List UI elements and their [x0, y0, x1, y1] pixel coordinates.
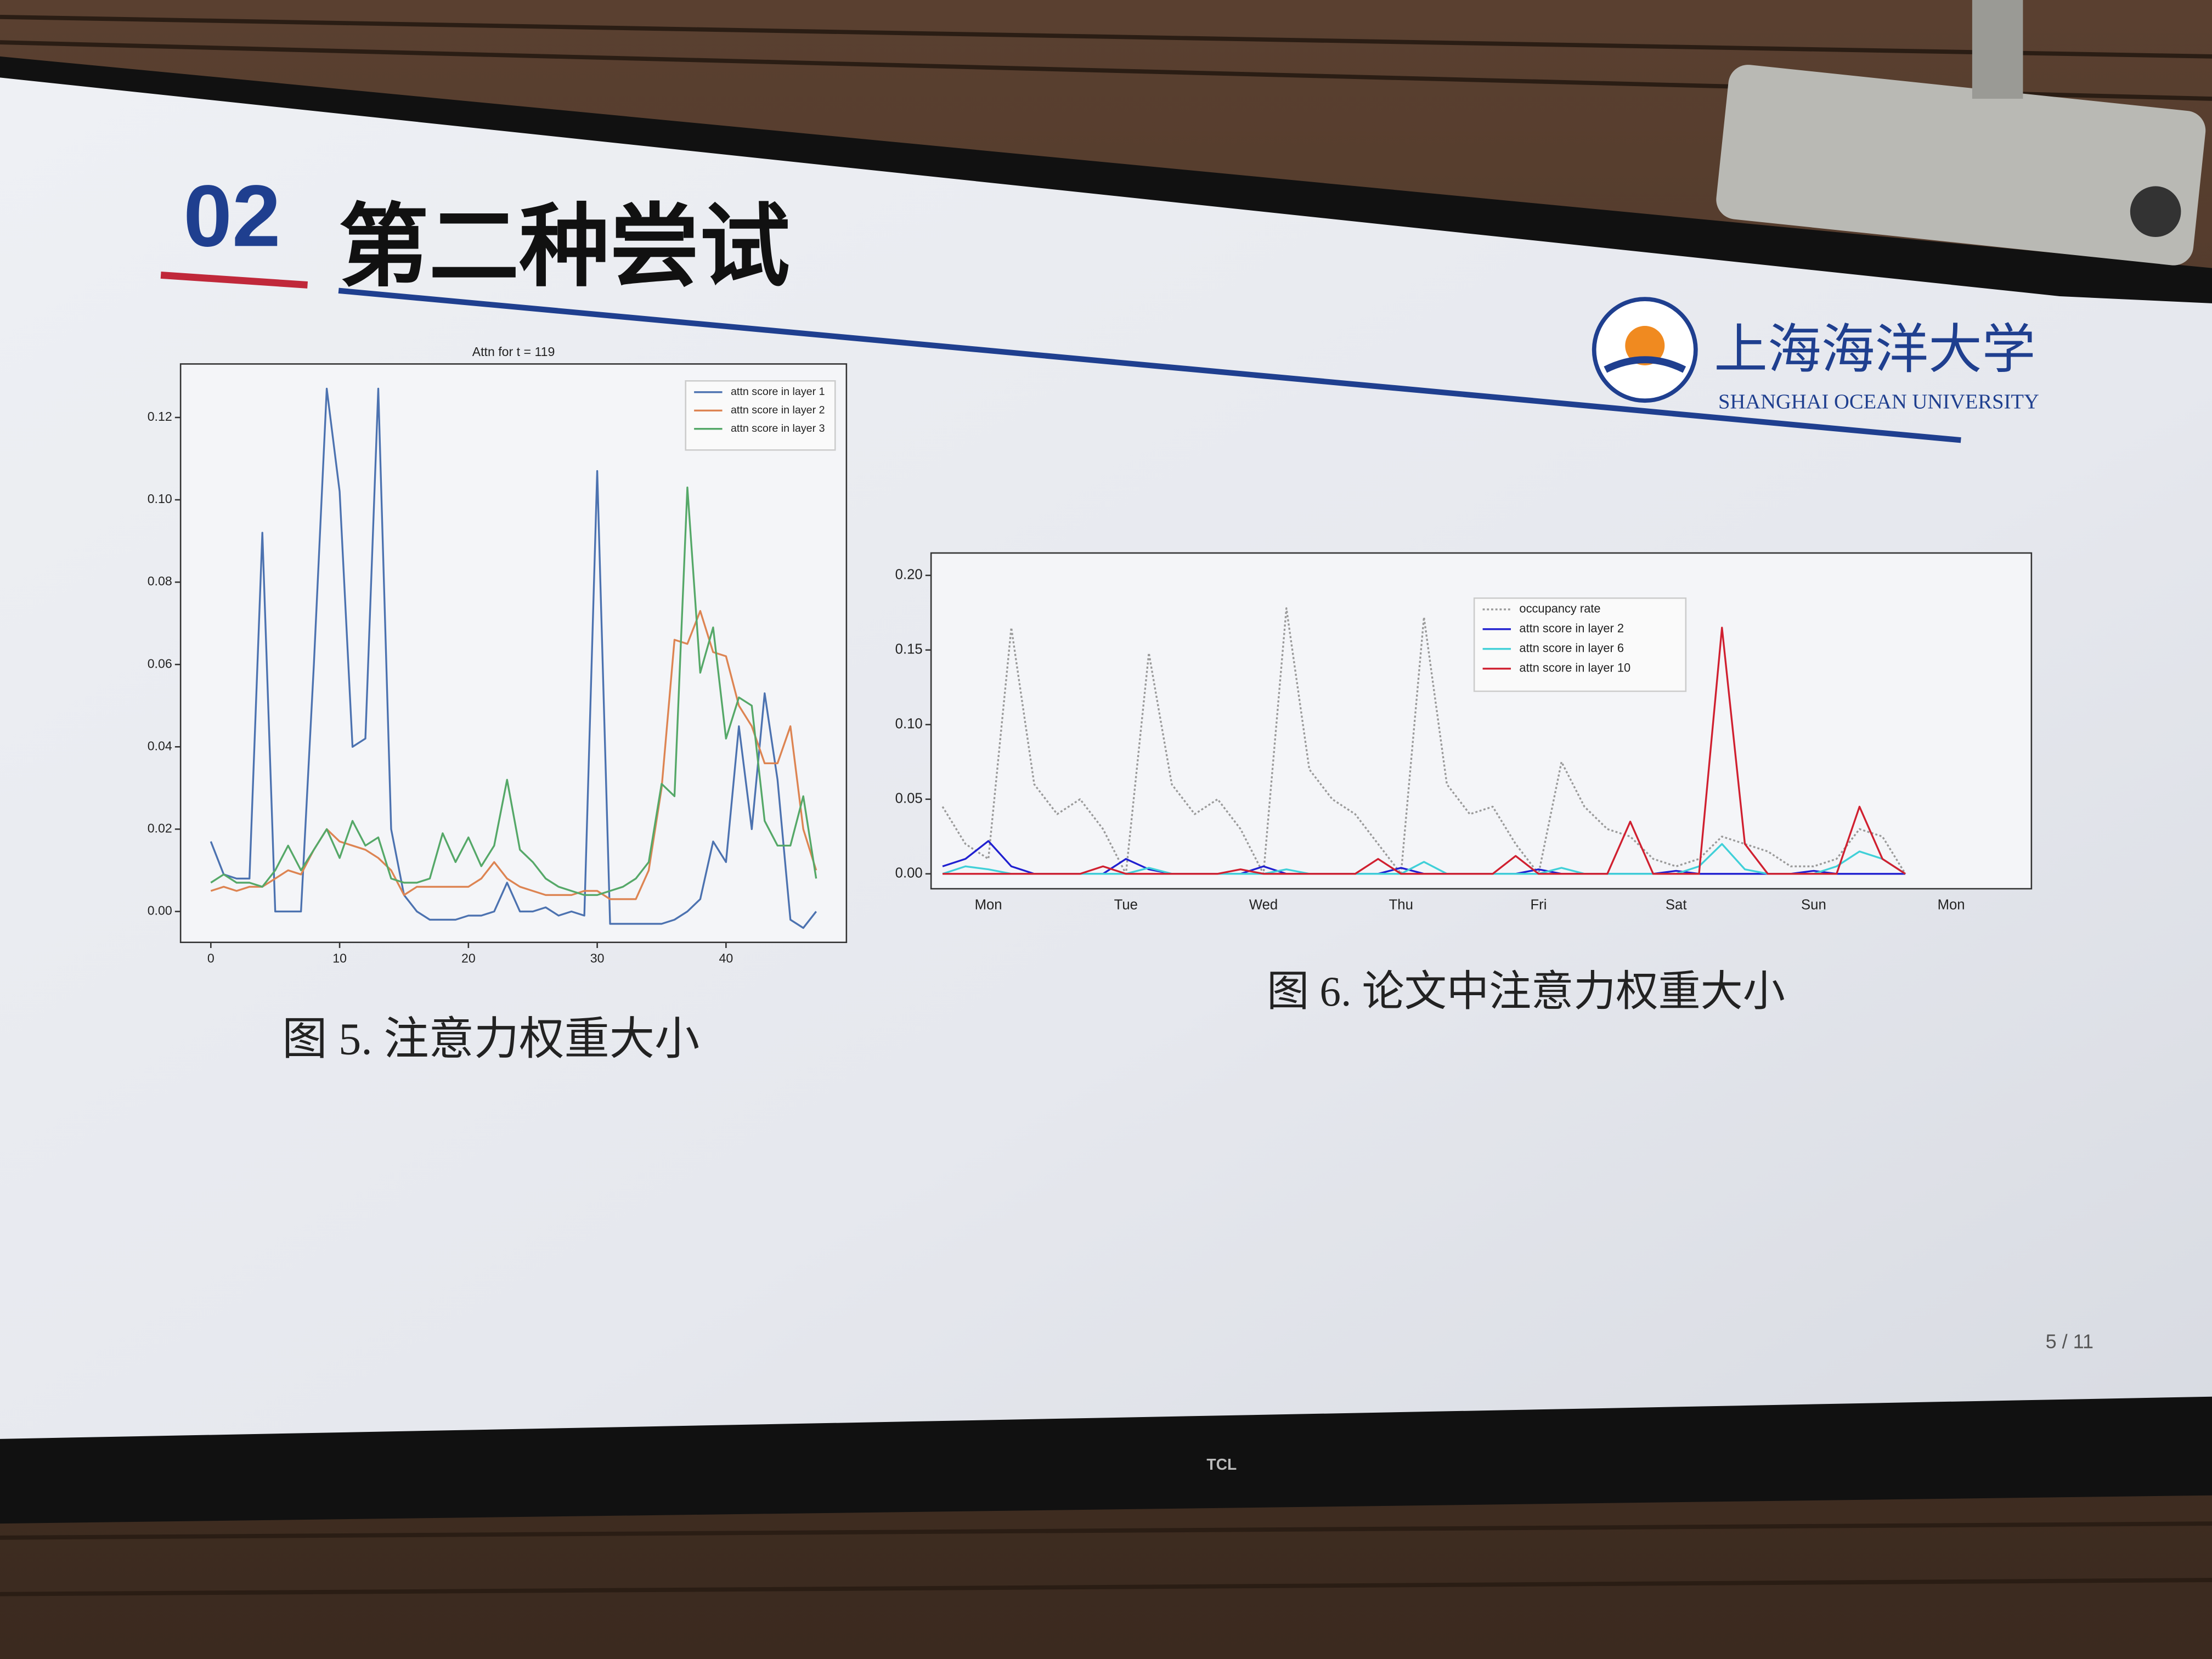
x-tick-label: Wed — [1249, 898, 1278, 913]
y-tick-label: 0.05 — [895, 791, 923, 806]
accent-red — [160, 272, 308, 289]
chart-title: Attn for t = 119 — [472, 345, 555, 359]
x-tick-label: 10 — [332, 951, 347, 966]
camera-mount — [1972, 0, 2023, 99]
legend-label: attn score in layer 2 — [1519, 622, 1624, 635]
y-tick-label: 0.04 — [148, 738, 172, 753]
legend-box — [1473, 597, 1687, 692]
series-line — [210, 387, 817, 929]
logo-sun — [1625, 326, 1665, 365]
series-line — [942, 843, 1906, 875]
caption-left: 图 5. 注意力权重大小 — [282, 1014, 699, 1064]
x-tick-label: Tue — [1114, 898, 1138, 913]
series-line — [210, 486, 817, 896]
y-tick-label: 0.10 — [148, 492, 172, 506]
x-tick-label: Fri — [1530, 898, 1547, 913]
y-tick-label: 0.15 — [895, 642, 923, 657]
section-number: 02 — [183, 167, 280, 264]
x-tick-label: Thu — [1389, 898, 1413, 913]
page-number: 5 / 11 — [2046, 1330, 2094, 1353]
x-tick-label: 30 — [590, 951, 605, 966]
logo-wave — [1604, 356, 1686, 373]
camera — [1716, 65, 2206, 266]
x-tick-label: Mon — [975, 898, 1002, 913]
x-tick-label: Sun — [1801, 898, 1826, 913]
plot-frame — [179, 363, 848, 944]
camera-lens — [2130, 186, 2181, 237]
legend-label: attn score in layer 10 — [1519, 661, 1630, 675]
series-line — [941, 607, 1906, 875]
legend-label: occupancy rate — [1519, 602, 1600, 616]
tv-brand: TCL — [1206, 1455, 1237, 1473]
caption-right: 图 6. 论文中注意力权重大小 — [1267, 968, 1785, 1015]
legend-label: attn score in layer 1 — [731, 386, 825, 398]
y-tick-label: 0.00 — [895, 866, 923, 881]
legend-label: attn score in layer 2 — [731, 404, 825, 416]
x-tick-label: Sat — [1666, 898, 1687, 913]
y-tick-label: 0.02 — [148, 821, 172, 835]
x-tick-label: 40 — [719, 951, 733, 966]
logo-english: SHANGHAI OCEAN UNIVERSITY — [1718, 390, 2039, 413]
y-tick-label: 0.20 — [895, 567, 923, 583]
x-tick-label: 0 — [207, 951, 215, 966]
accent-blue — [338, 287, 1961, 443]
y-tick-label: 0.08 — [148, 574, 172, 588]
y-tick-label: 0.12 — [148, 409, 172, 424]
y-tick-label: 0.06 — [148, 656, 172, 670]
y-tick-label: 0.00 — [148, 904, 172, 918]
wood-slats — [0, 15, 2212, 1596]
legend-label: attn score in layer 3 — [731, 422, 825, 435]
logo-chinese: 上海海洋大学 — [1714, 320, 2035, 380]
series-line — [943, 627, 1906, 875]
charts: Attn for t = 119 0.00 0.02 0.04 0.06 0.08 0.10… — [148, 345, 2033, 966]
slide-title: 第二种尝试 — [338, 196, 790, 297]
legend-label: attn score in layer 6 — [1519, 641, 1624, 655]
x-tick-label: Mon — [1938, 898, 1965, 913]
x-tick-label: 20 — [461, 951, 476, 966]
y-tick-label: 0.10 — [895, 716, 923, 732]
